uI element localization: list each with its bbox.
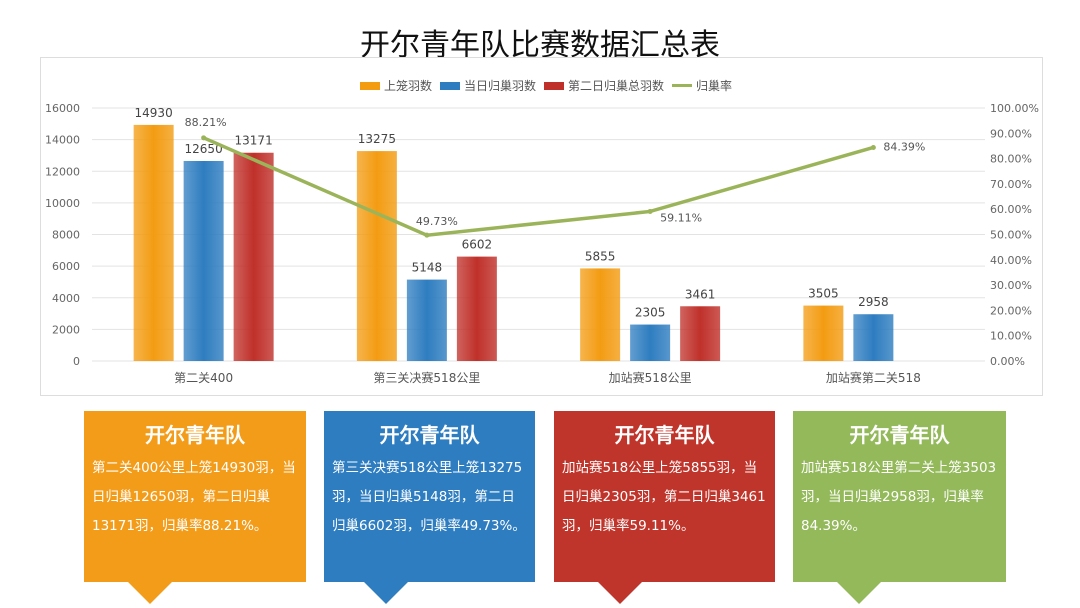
y2-tick-label: 30.00%	[990, 279, 1032, 292]
bar	[456, 256, 497, 361]
legend-label: 上笼羽数	[384, 79, 433, 93]
bar	[680, 306, 721, 361]
y2-tick-label: 20.00%	[990, 304, 1032, 317]
line-point	[870, 144, 876, 150]
legend-label: 归巢率	[696, 79, 733, 93]
bar	[233, 152, 274, 361]
card-title: 开尔青年队	[614, 423, 715, 447]
summary-card: 开尔青年队 第二关400公里上笼14930羽，当日归巢12650羽，第二日归巢1…	[84, 411, 306, 604]
bar-value-label: 5855	[585, 249, 616, 263]
legend-item: 归巢率	[672, 77, 732, 94]
y-tick-label: 8000	[52, 229, 80, 242]
legend-line	[672, 84, 693, 87]
summary-card: 开尔青年队 加站赛518公里第二关上笼3503羽，当日归巢2958羽，归巢率84…	[793, 411, 1006, 604]
x-tick-label: 加站赛518公里	[609, 370, 692, 385]
bar	[356, 151, 397, 361]
x-tick-label: 第二关400	[174, 371, 233, 385]
line-value-label: 84.39%	[883, 140, 925, 153]
legend-item: 当日归巢羽数	[440, 77, 536, 94]
y2-tick-label: 10.00%	[990, 330, 1032, 343]
card-title: 开尔青年队	[145, 423, 245, 447]
card-text: 加站赛518公里第二关上笼3503羽，当日归巢2958羽，归巢率84.39%。	[801, 460, 997, 534]
bar-value-label: 13171	[235, 134, 273, 148]
line-point	[647, 208, 653, 214]
y-tick-label: 12000	[45, 165, 80, 178]
card-pointer	[364, 582, 408, 604]
card-title: 开尔青年队	[379, 423, 480, 447]
bar	[183, 160, 224, 361]
y2-tick-label: 60.00%	[990, 203, 1032, 216]
card-pointer	[837, 582, 881, 604]
y2-tick-label: 0.00%	[990, 355, 1025, 368]
y-tick-label: 0	[73, 355, 80, 368]
bar	[853, 314, 894, 361]
bar-value-label: 12650	[185, 142, 223, 156]
bar-value-label: 2958	[858, 295, 889, 309]
chart-area	[40, 57, 1043, 396]
x-tick-label: 第三关决赛518公里	[373, 370, 480, 385]
legend-swatch	[360, 81, 380, 90]
line-value-label: 59.11%	[660, 211, 702, 224]
legend-label: 第二日归巢总羽数	[568, 79, 665, 93]
legend-item: 上笼羽数	[360, 77, 432, 94]
y2-tick-label: 80.00%	[990, 153, 1032, 166]
bar-value-label: 3505	[808, 287, 839, 301]
y2-tick-label: 70.00%	[990, 178, 1032, 191]
y2-tick-label: 100.00%	[990, 102, 1039, 115]
bar-value-label: 6602	[462, 238, 493, 252]
y2-tick-label: 90.00%	[990, 127, 1032, 140]
summary-card: 开尔青年队 加站赛518公里上笼5855羽，当日归巢2305羽，第二日归巢346…	[554, 411, 775, 604]
card-text: 第三关决赛518公里上笼13275羽，当日归巢5148羽，第二日归巢6602羽，…	[332, 460, 526, 534]
card-pointer	[598, 582, 642, 604]
legend-swatch	[544, 81, 565, 90]
legend-label: 当日归巢羽数	[464, 79, 537, 93]
card-title: 开尔青年队	[849, 423, 950, 447]
bar-value-label: 5148	[412, 261, 443, 275]
card-pointer	[128, 582, 172, 604]
line-point	[424, 232, 430, 238]
y-tick-label: 14000	[45, 134, 80, 147]
card-text: 加站赛518公里上笼5855羽，当日归巢2305羽，第二日归巢3461羽，归巢率…	[562, 460, 766, 534]
bar	[406, 279, 447, 361]
card-text: 第二关400公里上笼14930羽，当日归巢12650羽，第二日归巢13171羽，…	[92, 460, 296, 534]
line-point	[201, 135, 207, 141]
chart-svg: 0 2000 4000 6000 8000 10000 12000 14000 16000 0.0…	[45, 102, 1039, 385]
bar-value-label: 14930	[135, 106, 173, 120]
line-value-label: 49.73%	[416, 215, 458, 228]
line-series	[202, 136, 874, 237]
y-tick-label: 2000	[52, 323, 80, 336]
bar-value-label: 2305	[635, 306, 666, 320]
y-tick-label: 6000	[52, 260, 80, 273]
bar	[803, 305, 844, 361]
legend-swatch	[440, 81, 461, 90]
summary-card: 开尔青年队 第三关决赛518公里上笼13275羽，当日归巢5148羽，第二日归巢…	[324, 411, 535, 604]
y-tick-label: 10000	[45, 197, 80, 210]
legend-item: 第二日归巢总羽数	[544, 77, 664, 94]
bar	[580, 268, 621, 361]
y2-tick-label: 50.00%	[990, 229, 1032, 242]
y-tick-label: 4000	[52, 292, 80, 305]
chart-legend: 上笼羽数 当日归巢羽数 第二日归巢总羽数 归巢率	[360, 77, 732, 94]
x-tick-label: 加站赛第二关518	[826, 370, 921, 385]
y-tick-label: 16000	[45, 102, 80, 115]
bar	[630, 324, 671, 361]
bar-value-label: 13275	[358, 132, 396, 146]
bar-value-label: 3461	[685, 287, 716, 301]
bar	[133, 124, 174, 361]
y2-tick-label: 40.00%	[990, 254, 1032, 267]
line-value-label: 88.21%	[185, 116, 227, 129]
